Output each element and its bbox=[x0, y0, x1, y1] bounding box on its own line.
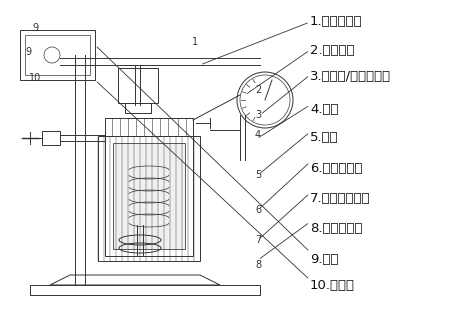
Text: 7.推进式搅拌器: 7.推进式搅拌器 bbox=[310, 192, 371, 205]
Bar bbox=[105, 118, 193, 136]
Text: 9: 9 bbox=[25, 47, 31, 57]
Text: 3: 3 bbox=[255, 110, 261, 120]
Bar bbox=[20, 30, 95, 80]
Bar bbox=[30, 285, 260, 295]
Text: 1.磁力耦合器: 1.磁力耦合器 bbox=[310, 15, 363, 28]
Text: 9.电机: 9.电机 bbox=[310, 253, 339, 266]
Text: 5: 5 bbox=[255, 170, 261, 180]
Text: 6: 6 bbox=[255, 205, 261, 215]
Text: 8: 8 bbox=[255, 260, 261, 270]
Text: 2.测温元件: 2.测温元件 bbox=[310, 44, 355, 57]
Text: 7: 7 bbox=[255, 235, 261, 245]
Text: 4.釜盖: 4.釜盖 bbox=[310, 103, 339, 116]
Bar bbox=[113, 143, 185, 249]
Bar bbox=[125, 103, 151, 113]
Text: 6.内冷却盘管: 6.内冷却盘管 bbox=[310, 162, 362, 175]
Bar bbox=[25, 35, 90, 75]
Text: 4: 4 bbox=[255, 130, 261, 140]
Text: 10.针型阀: 10.针型阀 bbox=[310, 279, 355, 292]
Text: 2: 2 bbox=[255, 85, 261, 95]
Text: 10: 10 bbox=[29, 73, 41, 83]
Text: 1: 1 bbox=[192, 37, 198, 47]
Text: 9: 9 bbox=[32, 23, 38, 33]
Text: 5.釜体: 5.釜体 bbox=[310, 131, 339, 144]
Text: 8.加热炉装置: 8.加热炉装置 bbox=[310, 222, 362, 235]
Bar bbox=[42, 131, 60, 145]
Text: 3.压力表/防爆膜装置: 3.压力表/防爆膜装置 bbox=[310, 70, 391, 83]
Bar bbox=[105, 136, 193, 256]
Bar bbox=[98, 136, 200, 261]
Bar bbox=[118, 68, 158, 103]
